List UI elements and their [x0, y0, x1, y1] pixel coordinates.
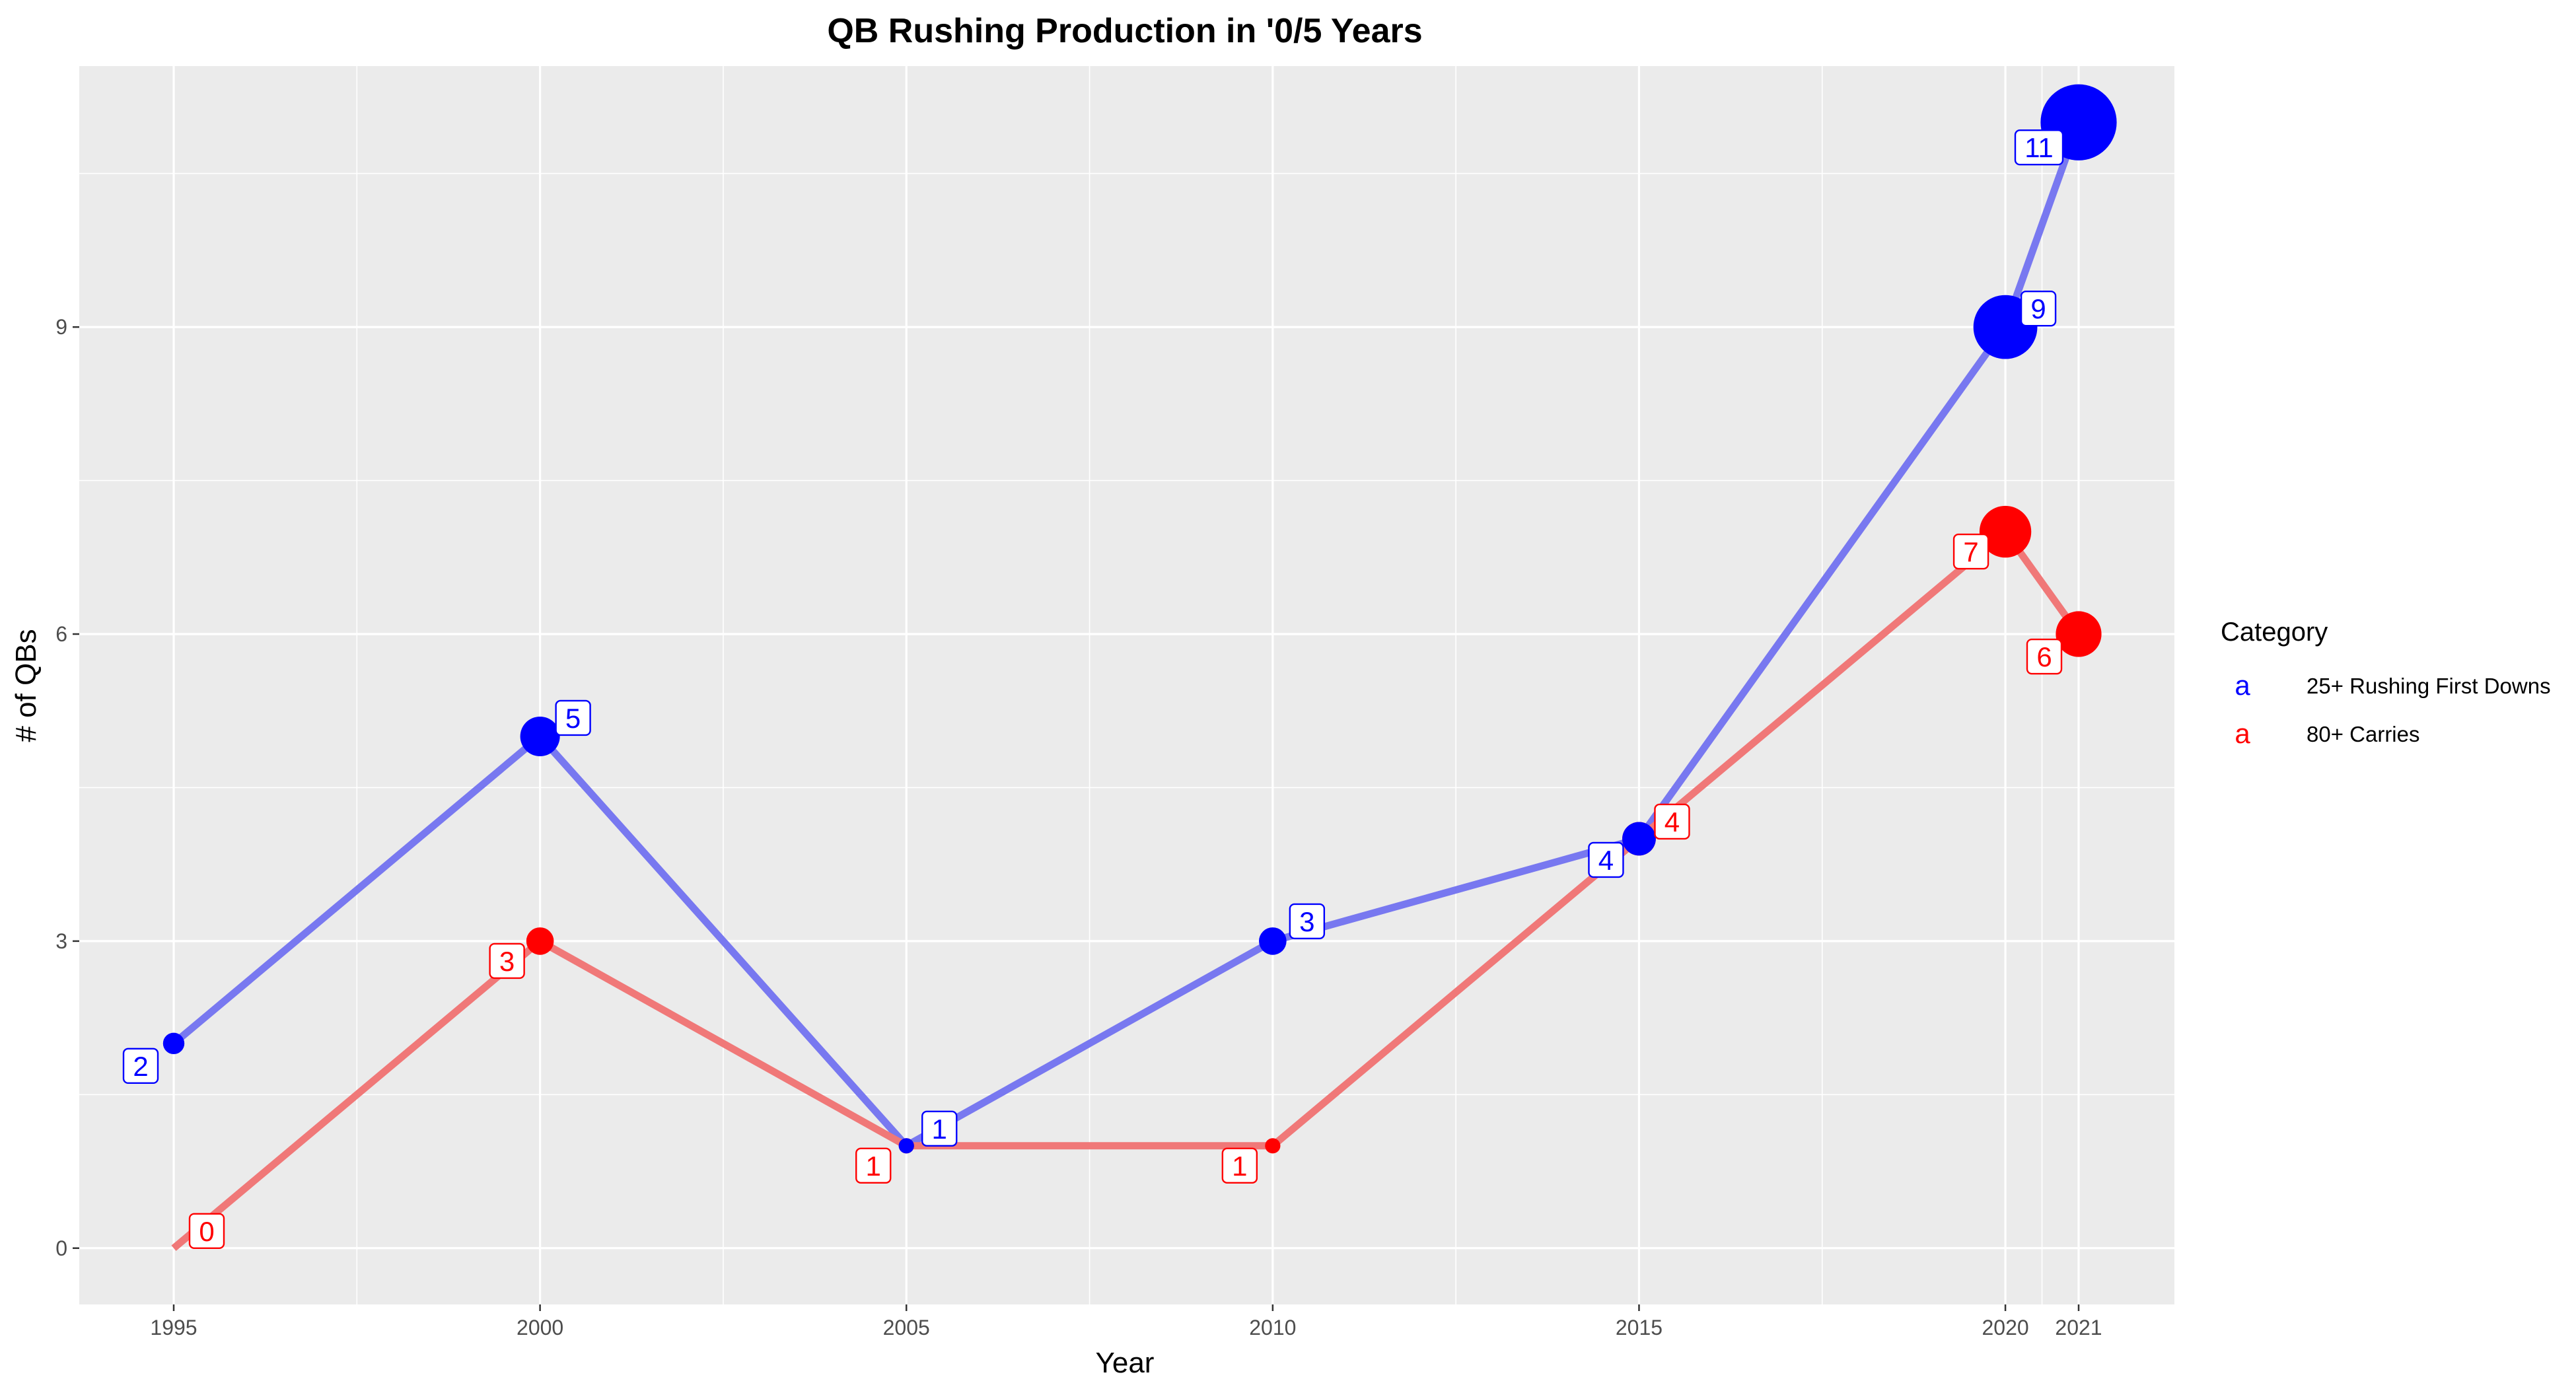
x-tick-label: 1995: [150, 1316, 197, 1339]
data-label: 4: [1654, 803, 1690, 840]
data-label-text: 11: [2024, 132, 2054, 163]
data-label-text: 0: [199, 1216, 214, 1247]
data-label-box: [855, 1147, 892, 1184]
data-label-box: [489, 942, 525, 979]
data-label-text: 9: [2030, 293, 2046, 324]
data-label-text: 4: [1664, 806, 1680, 837]
data-label-box: [1588, 841, 1624, 878]
y-tick-label: 9: [55, 315, 67, 339]
data-label: 5: [555, 699, 591, 736]
data-point: [1259, 927, 1287, 955]
data-label: 6: [2026, 638, 2063, 675]
legend-label: 25+ Rushing First Downs: [2307, 674, 2551, 698]
legend-label: 80+ Carries: [2307, 722, 2420, 746]
data-label-box: [1952, 533, 1989, 570]
data-point: [520, 716, 560, 756]
x-tick-label: 2020: [1982, 1316, 2028, 1339]
plot-panel: [79, 66, 2174, 1304]
data-point: [2056, 611, 2102, 657]
legend-items: a 25+ Rushing First Downs a 80+ Carries: [2235, 670, 2550, 749]
data-label: 9: [2020, 290, 2057, 327]
data-label: 1: [1221, 1147, 1258, 1184]
data-label-box: [1654, 803, 1690, 840]
data-point: [526, 927, 554, 955]
data-label-box: [2020, 290, 2057, 327]
legend: Category a 25+ Rushing First Downs a 80+ Ca…: [2221, 618, 2551, 749]
y-tick-label: 0: [55, 1236, 67, 1260]
data-point: [1622, 822, 1656, 856]
chart-title: QB Rushing Production in '0/5 Years: [827, 12, 1422, 50]
data-label: 7: [1952, 533, 1989, 570]
data-label: 0: [188, 1213, 225, 1249]
data-label-text: 1: [932, 1114, 947, 1145]
data-label-text: 7: [1963, 536, 1978, 567]
data-label: 2: [122, 1048, 159, 1085]
x-tick-label: 2010: [1249, 1316, 1296, 1339]
data-point: [1265, 1138, 1281, 1154]
x-tick-label: 2005: [883, 1316, 930, 1339]
legend-title: Category: [2221, 618, 2328, 647]
data-label-box: [1289, 903, 1326, 940]
data-label: 4: [1588, 841, 1624, 878]
data-point: [162, 1032, 185, 1055]
data-label: 3: [1289, 903, 1326, 940]
data-label-box: [188, 1213, 225, 1249]
x-axis-title: Year: [1096, 1347, 1155, 1379]
data-point: [1979, 505, 2032, 558]
data-label: 11: [2014, 129, 2064, 166]
legend-key: a: [2235, 670, 2250, 701]
data-label-box: [2026, 638, 2063, 675]
data-label-box: [555, 699, 591, 736]
data-label-box: [122, 1048, 159, 1085]
grid-lines: [79, 66, 2174, 1304]
data-label-text: 3: [499, 946, 515, 977]
data-label-text: 4: [1598, 845, 1614, 876]
data-label-text: 1: [866, 1151, 881, 1182]
y-tick-label: 3: [55, 929, 67, 953]
data-label-box: [921, 1110, 958, 1147]
legend-key: a: [2235, 718, 2250, 749]
data-label-box: [2014, 129, 2064, 166]
y-tick-label: 6: [55, 622, 67, 646]
x-tick-label: 2015: [1616, 1316, 1663, 1339]
x-tick-label: 2000: [517, 1316, 563, 1339]
data-label-text: 2: [133, 1051, 148, 1082]
data-label: 1: [921, 1110, 958, 1147]
data-label: 3: [489, 942, 525, 979]
x-tick-label: 2021: [2055, 1316, 2102, 1339]
data-point: [898, 1138, 914, 1154]
data-label-text: 6: [2036, 641, 2052, 672]
y-axis-title: # of QBs: [10, 629, 42, 742]
data-label-text: 3: [1299, 906, 1314, 937]
data-label-text: 1: [1232, 1151, 1247, 1182]
data-label: 1: [855, 1147, 892, 1184]
data-label-box: [1221, 1147, 1258, 1184]
data-label-text: 5: [565, 703, 581, 734]
